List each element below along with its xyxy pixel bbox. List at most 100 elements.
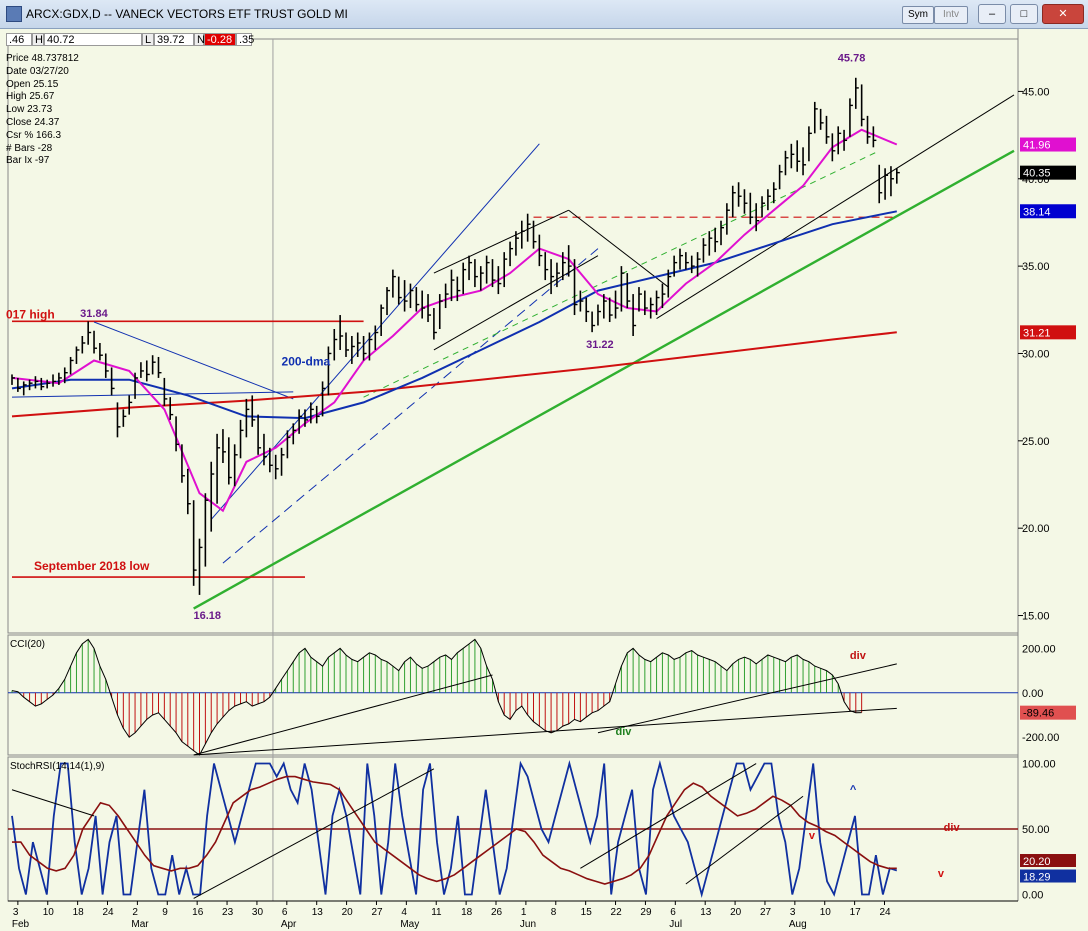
interval-button[interactable]: Intv bbox=[934, 6, 968, 24]
stochrsi-trendline bbox=[193, 768, 435, 899]
x-tick-label: 6 bbox=[670, 907, 676, 918]
price-label: 38.14 bbox=[1023, 206, 1051, 218]
stochrsi-annotation: v bbox=[809, 830, 816, 842]
stochrsi-value-box-a bbox=[1020, 854, 1076, 868]
x-month-label: Aug bbox=[789, 919, 807, 930]
black-rising-line bbox=[656, 94, 1015, 319]
x-tick-label: 3 bbox=[13, 907, 19, 918]
blue-descending-line bbox=[93, 321, 294, 400]
stochrsi-annotation: ^ bbox=[850, 784, 857, 796]
ohlc-high-label: H bbox=[32, 33, 44, 46]
stochrsi-tick-label: 100.00 bbox=[1022, 759, 1056, 771]
stochrsi-tick-label: 0.00 bbox=[1022, 889, 1043, 901]
window-title: ARCX:GDX,D -- VANECK VECTORS ETF TRUST G… bbox=[26, 7, 348, 21]
cci-tick-label: -200.00 bbox=[1022, 732, 1059, 744]
x-tick-label: 27 bbox=[371, 907, 383, 918]
stochrsi-value-b: 18.29 bbox=[1023, 872, 1051, 884]
stochrsi-title: StochRSI(14,14(1),9) bbox=[10, 761, 105, 772]
ohlc-net-value: -0.28 bbox=[204, 33, 236, 46]
black-descending-line bbox=[568, 209, 669, 288]
symbol-button[interactable]: Sym bbox=[902, 6, 934, 24]
y-tick-label: 30.00 bbox=[1022, 348, 1050, 360]
x-tick-label: 13 bbox=[700, 907, 712, 918]
y-tick-label: 20.00 bbox=[1022, 523, 1050, 535]
x-month-label: Feb bbox=[12, 919, 30, 930]
label-september-2018-low: September 2018 low bbox=[34, 559, 150, 573]
info-line: High 25.67 bbox=[6, 91, 55, 103]
price-label-box bbox=[1020, 137, 1076, 152]
x-tick-label: 30 bbox=[252, 907, 264, 918]
y-tick-label: 35.00 bbox=[1022, 261, 1050, 273]
x-tick-label: 10 bbox=[43, 907, 55, 918]
cursor-info-box: Price 48.737812 Date 03/27/20 Open 25.15 Hi… bbox=[6, 53, 94, 168]
stochrsi-annotation: v bbox=[938, 868, 945, 880]
stochrsi-trendline bbox=[580, 763, 757, 869]
green-trendline bbox=[193, 149, 1015, 610]
stochrsi-trendline bbox=[685, 795, 804, 885]
x-tick-label: 16 bbox=[192, 907, 204, 918]
y-tick-label: 15.00 bbox=[1022, 611, 1050, 623]
blue-dashed-line bbox=[222, 248, 599, 564]
x-tick-label: 29 bbox=[640, 907, 652, 918]
cci-tick-label: 200.00 bbox=[1022, 643, 1056, 655]
chart-area[interactable]: 15.00 20.00 25.00 30.00 35.00 40.00 45.00 200-d… bbox=[0, 29, 1088, 931]
label-017-high: 017 high bbox=[6, 308, 55, 322]
stochrsi-value-a: 20.20 bbox=[1023, 856, 1051, 868]
close-button[interactable]: ✕ bbox=[1042, 4, 1084, 24]
info-line: Open 25.15 bbox=[6, 78, 59, 90]
price-label-box bbox=[1020, 165, 1076, 180]
cci-panel bbox=[7, 634, 1019, 756]
x-tick-label: 15 bbox=[581, 907, 593, 918]
cci-trendline bbox=[597, 663, 897, 734]
cci-tick-label: 0.00 bbox=[1022, 688, 1043, 700]
axis-background bbox=[1018, 29, 1088, 931]
x-tick-label: 17 bbox=[850, 907, 862, 918]
x-tick-label: 1 bbox=[521, 907, 527, 918]
minimize-button[interactable]: – bbox=[978, 4, 1006, 24]
x-tick-label: 18 bbox=[461, 907, 473, 918]
cci-div-label: div bbox=[850, 650, 867, 662]
blue-channel-line bbox=[11, 391, 294, 398]
x-tick-label: 13 bbox=[312, 907, 324, 918]
maximize-button[interactable]: □ bbox=[1010, 4, 1038, 24]
cci-value-label: -89.46 bbox=[1023, 708, 1054, 720]
moving-average-line-2 bbox=[11, 128, 898, 513]
stochrsi-series-1 bbox=[12, 775, 897, 885]
price-label-box bbox=[1020, 325, 1076, 340]
stochrsi-value-box-b bbox=[1020, 869, 1076, 883]
info-line: Close 24.37 bbox=[6, 116, 60, 128]
info-line: Price 48.737812 bbox=[6, 53, 79, 64]
label-aug-high: 45.78 bbox=[838, 53, 866, 65]
info-line: Date 03/27/20 bbox=[6, 65, 69, 77]
x-tick-label: 26 bbox=[491, 907, 503, 918]
x-tick-label: 27 bbox=[760, 907, 772, 918]
y-tick-label: 45.00 bbox=[1022, 86, 1050, 98]
x-tick-label: 22 bbox=[611, 907, 623, 918]
x-tick-label: 24 bbox=[880, 907, 892, 918]
cci-div-label: div bbox=[616, 726, 633, 738]
x-tick-label: 10 bbox=[820, 907, 832, 918]
ohlc-net-label: N bbox=[194, 33, 205, 46]
price-label: 40.35 bbox=[1023, 168, 1051, 180]
info-line: Low 23.73 bbox=[6, 104, 53, 116]
window-titlebar: ARCX:GDX,D -- VANECK VECTORS ETF TRUST G… bbox=[0, 0, 1088, 29]
moving-average-line-1 bbox=[11, 210, 897, 420]
green-dashed-line bbox=[363, 150, 880, 398]
x-month-label: Jun bbox=[520, 919, 536, 930]
price-label: 31.21 bbox=[1023, 327, 1051, 339]
ohlc-low-value: 39.72 bbox=[154, 33, 194, 46]
label-mar-low: 16.18 bbox=[194, 610, 222, 622]
cci-title: CCI(20) bbox=[10, 639, 45, 650]
ohlc-high-value: 40.72 bbox=[44, 33, 142, 46]
ohlc-low-label: L bbox=[142, 33, 154, 46]
chart-canvas[interactable]: 15.0020.0025.0030.0035.0040.0045.00200-d… bbox=[0, 29, 1088, 931]
x-tick-label: 23 bbox=[222, 907, 234, 918]
stochrsi-series-0 bbox=[11, 759, 898, 899]
x-tick-label: 9 bbox=[162, 907, 168, 918]
stochrsi-trendline bbox=[11, 789, 95, 817]
x-month-label: Apr bbox=[281, 919, 297, 930]
label-jun-low: 31.22 bbox=[586, 339, 614, 351]
cci-value-box bbox=[1020, 705, 1076, 720]
x-tick-label: 2 bbox=[132, 907, 138, 918]
y-tick-label: 25.00 bbox=[1022, 436, 1050, 448]
